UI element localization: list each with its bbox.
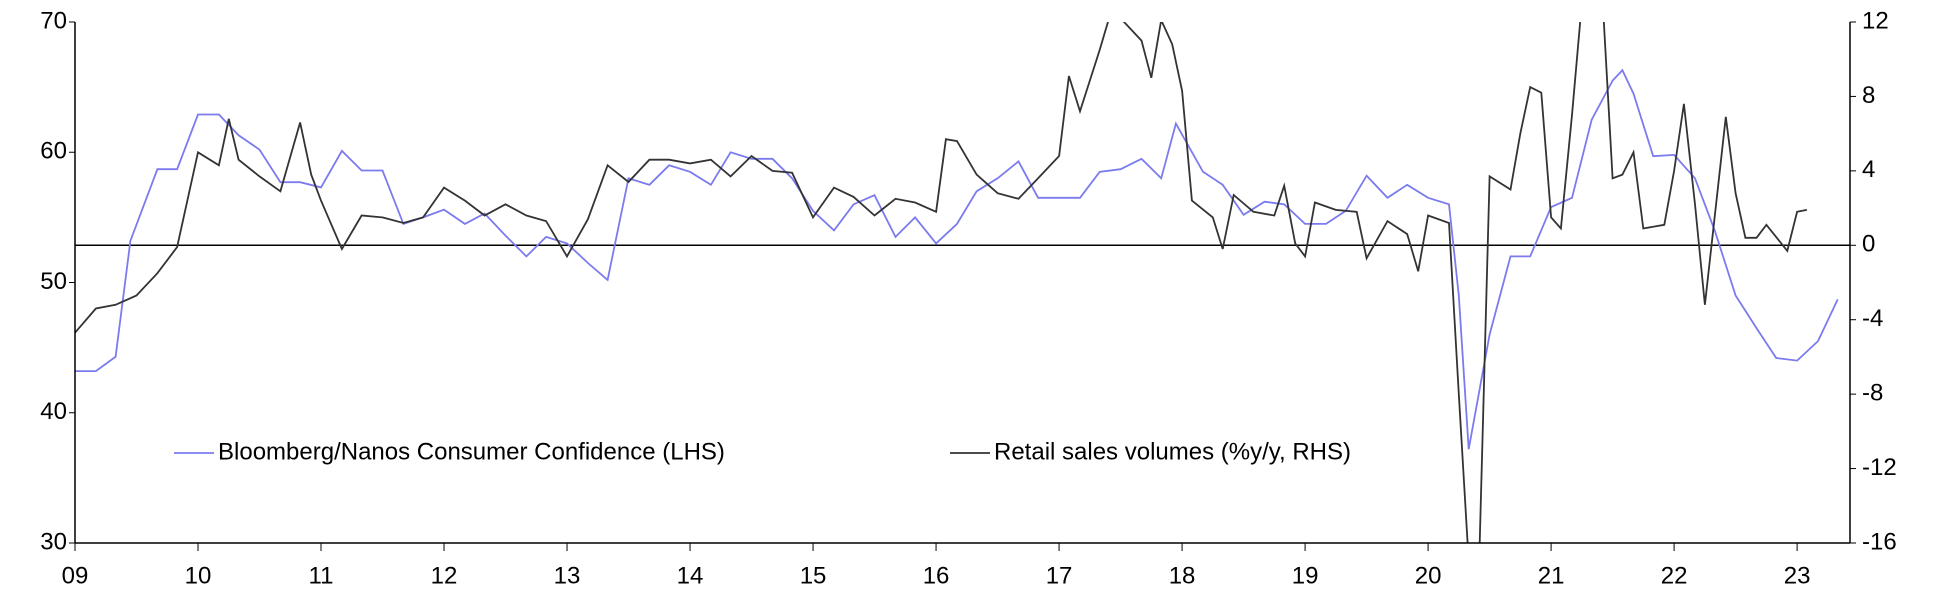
legend-label: Bloomberg/Nanos Consumer Confidence (LHS… (218, 438, 725, 465)
y2-tick-label: -12 (1862, 454, 1897, 481)
plot-area (75, 22, 1839, 543)
y2-tick-label: -8 (1862, 379, 1883, 406)
y-tick-label: 60 (40, 138, 67, 165)
x-tick-label: 11 (309, 562, 334, 589)
x-tick-label: 23 (1784, 562, 1811, 589)
y2-tick-label: 12 (1862, 7, 1889, 34)
x-tick-label: 13 (554, 562, 581, 589)
x-tick-label: 15 (800, 562, 827, 589)
series-line (75, 22, 1808, 543)
x-tick-label: 17 (1046, 562, 1073, 589)
x-tick-label: 20 (1415, 562, 1442, 589)
y-tick-label: 30 (40, 528, 67, 555)
y2-tick-label: 8 (1862, 82, 1875, 109)
y2-tick-label: 0 (1862, 231, 1875, 258)
x-tick-label: 21 (1538, 562, 1565, 589)
x-tick-label: 09 (62, 562, 89, 589)
x-tick-label: 18 (1169, 562, 1196, 589)
y2-tick-label: -16 (1862, 528, 1897, 555)
x-tick-label: 16 (923, 562, 950, 589)
x-tick-label: 12 (431, 562, 458, 589)
x-tick-label: 10 (185, 562, 212, 589)
y-tick-label: 50 (40, 268, 67, 295)
y2-tick-label: 4 (1862, 156, 1875, 183)
y-tick-label: 40 (40, 398, 67, 425)
y2-tick-label: -4 (1862, 305, 1883, 332)
series-line (75, 68, 1839, 450)
x-tick-label: 22 (1661, 562, 1688, 589)
x-tick-label: 19 (1292, 562, 1319, 589)
x-tick-label: 14 (677, 562, 704, 589)
y-tick-label: 70 (40, 7, 67, 34)
legend-label: Retail sales volumes (%y/y, RHS) (994, 438, 1351, 465)
